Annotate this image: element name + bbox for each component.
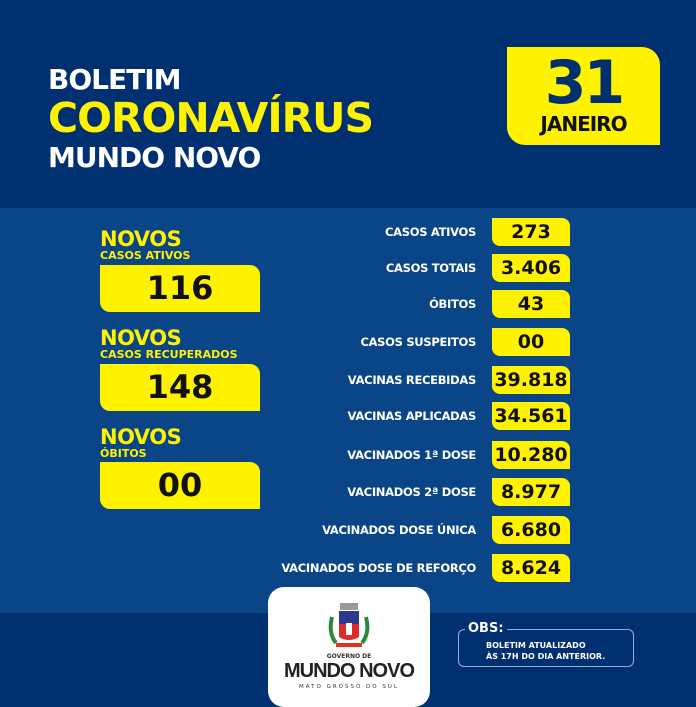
new-subtitle: ÓBITOS bbox=[100, 447, 147, 460]
stat-row: VACINADOS 2ª DOSE 8.977 bbox=[200, 478, 572, 506]
stat-value: 10.280 bbox=[492, 441, 570, 469]
new-active-value: 116 bbox=[100, 265, 260, 312]
new-subtitle: CASOS ATIVOS bbox=[100, 249, 191, 262]
new-title: NOVOS bbox=[100, 425, 182, 449]
stat-value: 6.680 bbox=[492, 516, 570, 544]
stat-label: CASOS TOTAIS bbox=[385, 261, 476, 275]
date-badge: 31 JANEIRO bbox=[507, 47, 660, 145]
obs-note: OBS: BOLETIM ATUALIZADO ÀS 17H DO DIA ANT… bbox=[458, 621, 634, 667]
stat-row: VACINAS RECEBIDAS 39.818 bbox=[200, 366, 572, 394]
title-boletim: BOLETIM bbox=[48, 63, 181, 96]
stat-value: 273 bbox=[492, 218, 570, 246]
stat-label: CASOS ATIVOS bbox=[385, 225, 476, 239]
stat-row: VACINAS APLICADAS 34.561 bbox=[200, 402, 572, 430]
stat-row: VACINADOS DOSE DE REFORÇO 8.624 bbox=[200, 554, 572, 582]
new-subtitle: CASOS RECUPERADOS bbox=[100, 348, 238, 361]
logo-card: GOVERNO DE MUNDO NOVO MATO GROSSO DO SUL bbox=[268, 587, 430, 707]
stat-label: VACINAS APLICADAS bbox=[347, 409, 477, 423]
new-active-label: NOVOS CASOS ATIVOS bbox=[100, 229, 190, 262]
new-title: NOVOS bbox=[100, 227, 182, 251]
logo-governo-text: GOVERNO DE bbox=[326, 653, 372, 660]
stat-label: VACINADOS DOSE DE REFORÇO bbox=[281, 561, 476, 575]
stat-row: CASOS ATIVOS 273 bbox=[200, 218, 572, 246]
stat-row: ÓBITOS 43 bbox=[200, 290, 572, 318]
stat-value: 8.977 bbox=[492, 478, 570, 506]
stat-label: ÓBITOS bbox=[429, 297, 476, 311]
stat-label: CASOS SUSPEITOS bbox=[360, 335, 476, 349]
stat-label: VACINAS RECEBIDAS bbox=[347, 373, 477, 387]
stat-row: CASOS SUSPEITOS 00 bbox=[200, 328, 572, 356]
obs-line: BOLETIM ATUALIZADO bbox=[486, 641, 586, 650]
stat-value: 39.818 bbox=[492, 366, 570, 394]
stat-value: 00 bbox=[492, 328, 570, 356]
coat-of-arms-icon bbox=[328, 603, 370, 647]
title-city: MUNDO NOVO bbox=[48, 141, 261, 174]
obs-line: ÀS 17H DO DIA ANTERIOR. bbox=[486, 652, 606, 661]
new-recovered-value: 148 bbox=[100, 364, 260, 411]
logo-city-name: MUNDO NOVO bbox=[284, 660, 415, 682]
stat-label: VACINADOS 2ª DOSE bbox=[347, 485, 476, 499]
new-deaths-label: NOVOS ÓBITOS bbox=[100, 425, 182, 460]
stat-row: VACINADOS 1ª DOSE 10.280 bbox=[200, 441, 572, 469]
stat-label: VACINADOS DOSE ÚNICA bbox=[322, 523, 476, 537]
stat-value: 43 bbox=[492, 290, 570, 318]
logo-state: MATO GROSSO DO SUL bbox=[299, 684, 399, 690]
stat-value: 34.561 bbox=[492, 402, 570, 430]
date-day: 31 bbox=[544, 48, 626, 118]
stat-value: 8.624 bbox=[492, 554, 570, 582]
obs-text: BOLETIM ATUALIZADO ÀS 17H DO DIA ANTERIOR… bbox=[486, 640, 605, 662]
date-month: JANEIRO bbox=[540, 112, 627, 136]
stat-value: 3.406 bbox=[492, 254, 570, 282]
stat-row: CASOS TOTAIS 3.406 bbox=[200, 254, 572, 282]
new-title: NOVOS bbox=[100, 326, 182, 350]
title-coronavirus: CORONAVÍRUS bbox=[48, 94, 374, 142]
new-deaths-value: 00 bbox=[100, 462, 260, 509]
new-recovered-label: NOVOS CASOS RECUPERADOS bbox=[100, 328, 238, 361]
stat-row: VACINADOS DOSE ÚNICA 6.680 bbox=[200, 516, 572, 544]
obs-title: OBS: bbox=[465, 621, 507, 636]
stat-label: VACINADOS 1ª DOSE bbox=[347, 448, 476, 462]
